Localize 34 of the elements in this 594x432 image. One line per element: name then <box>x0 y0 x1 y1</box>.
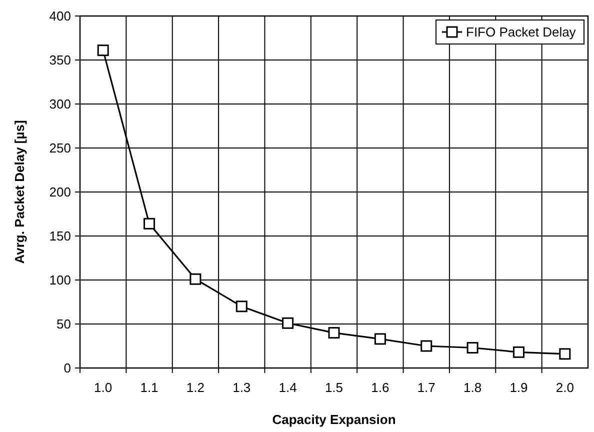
x-tick-label: 1.6 <box>371 380 390 395</box>
x-tick-label: 1.8 <box>464 380 482 395</box>
point <box>466 342 478 354</box>
x-tick-label: 1.9 <box>510 380 528 395</box>
y-tick-label: 250 <box>49 140 71 156</box>
point <box>559 348 571 360</box>
point <box>374 333 386 345</box>
point <box>97 44 109 56</box>
y-tick-label: 100 <box>49 272 71 288</box>
point <box>282 317 294 329</box>
y-tick-label: 0 <box>64 360 71 376</box>
point <box>512 346 524 358</box>
y-tick-label: 300 <box>49 96 71 112</box>
point <box>236 300 248 312</box>
x-tick-label: 1.7 <box>417 380 436 395</box>
point <box>144 218 156 230</box>
x-tick-label: 1.5 <box>324 380 344 395</box>
point <box>328 327 340 339</box>
y-tick-label: 200 <box>49 184 71 200</box>
y-axis-title: Avrg. Packet Delay [µs] <box>12 120 27 264</box>
x-tick-label: 2.0 <box>556 380 574 395</box>
point <box>420 340 432 352</box>
x-tick-label: 1.2 <box>186 380 204 395</box>
y-tick-label: 150 <box>49 228 71 244</box>
x-tick-label: 1.0 <box>94 380 112 395</box>
x-tick-label: 1.3 <box>232 380 251 395</box>
x-tick-label: 1.4 <box>278 380 297 395</box>
point <box>190 273 202 285</box>
y-tick-label: 50 <box>56 316 71 332</box>
y-tick-label: 400 <box>49 8 71 24</box>
y-tick-label: 350 <box>49 52 71 68</box>
legend-label: FIFO Packet Delay <box>466 24 576 40</box>
x-tick-label: 1.1 <box>140 380 158 395</box>
x-axis-title: Capacity Expansion <box>272 412 396 427</box>
